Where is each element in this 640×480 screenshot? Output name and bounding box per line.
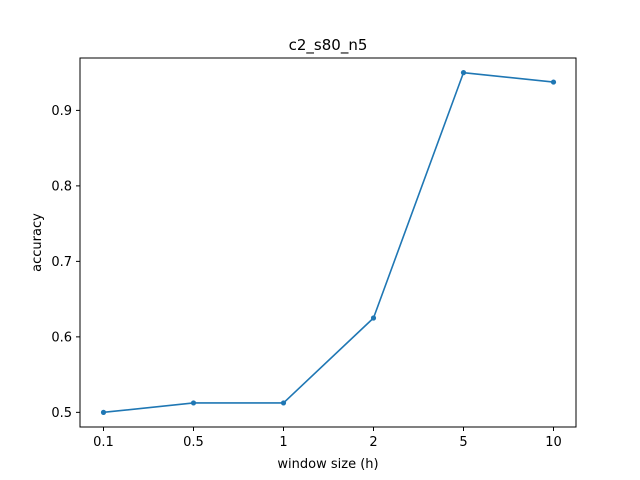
x-axis: 0.1 0.5 1 2 5 10	[93, 427, 562, 450]
data-point	[100, 409, 107, 415]
y-tick-label: 0.8	[51, 179, 72, 194]
data-point	[280, 400, 287, 406]
y-tick-label: 0.7	[51, 255, 72, 270]
y-axis: 0.5 0.6 0.7 0.8 0.9	[51, 104, 80, 421]
x-tick-label: 5	[459, 435, 467, 450]
data-point	[460, 70, 467, 76]
plot-frame	[79, 57, 577, 428]
data-point	[190, 400, 197, 406]
x-tick-label: 0.5	[183, 435, 204, 450]
y-tick-label: 0.5	[51, 406, 72, 421]
x-tick-label: 10	[545, 435, 562, 450]
y-axis-label: accuracy	[30, 213, 45, 272]
series-line	[103, 71, 554, 414]
chart-title: c2_s80_n5	[289, 36, 368, 55]
y-tick-label: 0.6	[51, 330, 72, 345]
series-group	[100, 70, 557, 415]
data-point	[370, 315, 377, 321]
y-tick-label: 0.9	[51, 104, 72, 119]
x-tick-label: 2	[369, 435, 377, 450]
x-tick-label: 1	[279, 435, 287, 450]
x-axis-label: window size (h)	[277, 457, 378, 472]
x-tick-label: 0.1	[93, 435, 114, 450]
data-point	[550, 79, 557, 85]
